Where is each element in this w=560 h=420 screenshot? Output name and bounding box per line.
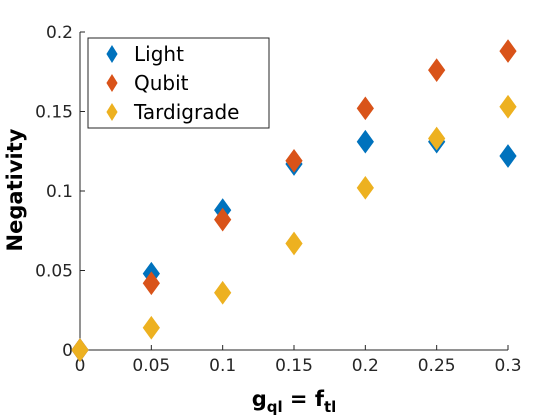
data-point xyxy=(214,280,232,305)
data-point xyxy=(142,315,160,340)
legend-marker xyxy=(106,45,118,63)
data-point xyxy=(499,39,517,63)
legend-marker xyxy=(106,103,118,121)
x-axis-label-sub2: tl xyxy=(324,398,336,416)
data-point xyxy=(356,96,374,121)
x-axis-label: gql = ftl xyxy=(252,387,337,416)
y-tick-label: 0.15 xyxy=(35,103,73,123)
y-tick-label: 0 xyxy=(62,341,73,361)
x-tick-label: 0.25 xyxy=(418,356,456,376)
y-tick-label: 0.05 xyxy=(35,262,73,282)
y-axis-label: Negativity xyxy=(3,128,27,251)
plot-area: 0 0.05 0.1 0.15 0.2 0.25 0.3 0 0.05 0.1 0.15 0.2 xyxy=(35,23,521,376)
data-point xyxy=(499,94,517,119)
x-tick-label: 0.3 xyxy=(494,356,521,376)
x-tick-label: 0.1 xyxy=(209,356,236,376)
x-axis-label-mid: = f xyxy=(283,387,325,411)
data-point xyxy=(356,175,374,200)
data-point xyxy=(499,144,517,168)
data-point xyxy=(428,126,446,151)
data-point xyxy=(285,148,303,173)
y-tick-label: 0.2 xyxy=(46,23,73,43)
data-point xyxy=(142,271,160,296)
legend-marker xyxy=(106,74,118,92)
legend: Light Qubit Tardigrade xyxy=(87,37,270,129)
data-point xyxy=(71,338,89,362)
legend-label: Qubit xyxy=(134,71,189,95)
legend-label: Tardigrade xyxy=(133,100,239,124)
y-tick-label: 0.1 xyxy=(46,182,73,202)
x-tick-label: 0.15 xyxy=(275,356,313,376)
legend-box xyxy=(87,37,270,129)
data-point xyxy=(356,129,374,154)
legend-label: Light xyxy=(134,42,184,66)
x-tick-label: 0.05 xyxy=(132,356,170,376)
data-point xyxy=(428,58,446,83)
x-tick-label: 0.2 xyxy=(352,356,379,376)
data-point xyxy=(285,231,303,256)
x-axis-label-main: g xyxy=(252,387,267,411)
x-axis-label-sub1: ql xyxy=(267,398,283,416)
data-point xyxy=(214,207,232,232)
series-tardigrade xyxy=(71,94,517,362)
x-tick-label: 0 xyxy=(75,356,86,376)
